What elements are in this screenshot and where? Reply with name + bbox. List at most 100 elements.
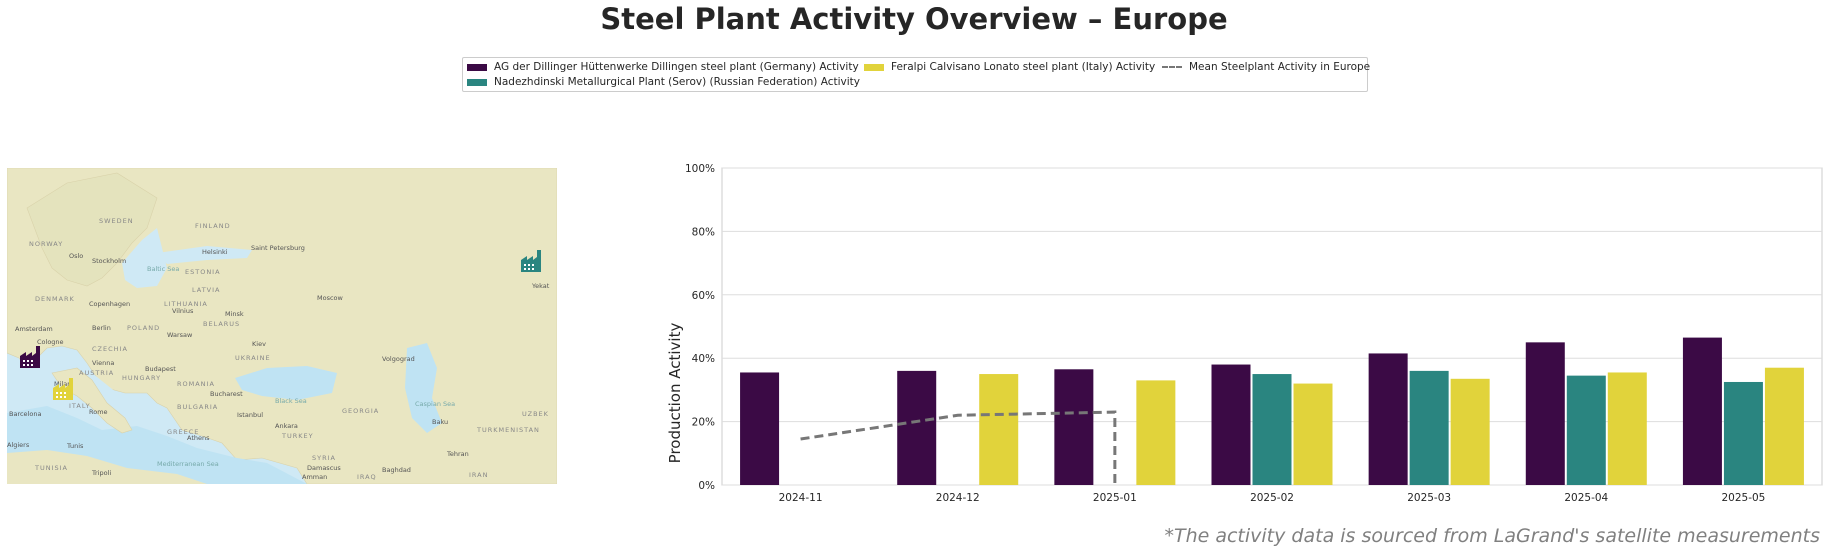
map-label: UZBEK xyxy=(522,410,549,418)
map-label: Caspian Sea xyxy=(415,400,455,408)
x-tick-label: 2025-05 xyxy=(1721,492,1765,504)
bar-2025-02-s0 xyxy=(1211,364,1251,485)
y-tick-label: 0% xyxy=(698,480,715,492)
map-label: TUNISIA xyxy=(34,464,68,472)
map-label: BELARUS xyxy=(203,320,240,328)
y-tick-label: 100% xyxy=(685,163,715,175)
map-label: Athens xyxy=(187,434,210,442)
map-label: DENMARK xyxy=(35,295,75,303)
axis-layer: 0% 20% 40% 60% 80% 100% 2024-11 2024-12 2025-01 2… xyxy=(685,163,1765,504)
factory-icon xyxy=(521,250,541,272)
map-adriatic-sea xyxy=(82,373,135,418)
x-tick-label: 2025-01 xyxy=(1093,492,1137,504)
map-label: LATVIA xyxy=(192,286,221,294)
map-land-north-africa xyxy=(7,450,207,484)
factory-icon xyxy=(20,346,40,368)
map-label: Istanbul xyxy=(237,411,263,419)
map-label: SWEDEN xyxy=(99,217,134,225)
map-label: CZECHIA xyxy=(92,345,128,353)
activity-chart: 0% 20% 40% 60% 80% 100% 2024-11 2024-12 2025-01 2… xyxy=(660,160,1825,509)
map-label: BULGARIA xyxy=(177,403,218,411)
bar-2025-03-s2 xyxy=(1450,378,1490,485)
legend-label-calvisano: Feralpi Calvisano Lonato steel plant (It… xyxy=(891,61,1156,73)
map-label: Rome xyxy=(89,408,108,416)
map-baltic-sea xyxy=(122,228,167,288)
bar-2024-12-s2 xyxy=(979,374,1019,485)
legend-label-mean: Mean Steelplant Activity in Europe xyxy=(1189,61,1371,73)
bar-2025-05-s2 xyxy=(1764,367,1804,485)
map-gulf-of-finland xyxy=(157,246,252,264)
legend-label-dillingen: AG der Dillinger Hüttenwerke Dillingen s… xyxy=(494,61,859,73)
map-label: TURKEY xyxy=(281,432,314,440)
map-label: UKRAINE xyxy=(235,354,271,362)
map-label: GEORGIA xyxy=(342,407,379,415)
x-tick-label: 2025-03 xyxy=(1407,492,1451,504)
legend-line-mean xyxy=(1162,66,1182,68)
bars-layer xyxy=(740,337,1804,485)
legend-swatch-calvisano xyxy=(864,63,884,71)
bar-2025-02-s2 xyxy=(1293,383,1333,485)
map-labels: SWEDEN FINLAND NORWAY Oslo Stockholm Hel… xyxy=(7,217,550,481)
map-label: Moscow xyxy=(317,294,344,302)
bar-2025-03-s1 xyxy=(1409,370,1449,485)
bar-2025-01-s0 xyxy=(1054,369,1094,485)
map-label: Tehran xyxy=(446,450,469,458)
chart-svg: 0% 20% 40% 60% 80% 100% 2024-11 2024-12 2025-01 2… xyxy=(666,163,1823,504)
map-label: Baltic Sea xyxy=(147,265,179,273)
bar-2025-04-s1 xyxy=(1566,375,1606,485)
map-label: Baghdad xyxy=(382,466,411,474)
map-label: NORWAY xyxy=(29,240,63,248)
x-tick-label: 2025-04 xyxy=(1564,492,1608,504)
bar-2024-11-s0 xyxy=(740,372,780,485)
map-label: Baku xyxy=(432,418,448,426)
x-tick-label: 2024-11 xyxy=(779,492,823,504)
map-label: IRAQ xyxy=(357,473,377,481)
chart-title: Steel Plant Activity Overview – Europe xyxy=(600,2,1228,36)
line-layer xyxy=(800,410,1117,485)
bar-2024-12-s0 xyxy=(897,370,937,485)
map-label: Minsk xyxy=(225,310,244,318)
map-label: Stockholm xyxy=(92,257,126,265)
map-label: Saint Petersburg xyxy=(251,244,305,252)
map-label: Tripoli xyxy=(91,469,111,477)
map-label: Yekat xyxy=(531,282,550,290)
map-label: Vilnius xyxy=(172,307,194,315)
footnote: *The activity data is sourced from LaGra… xyxy=(1164,525,1820,547)
legend-item-serov: Nadezhdinski Metallurgical Plant (Serov)… xyxy=(467,76,860,88)
map-label: Ankara xyxy=(275,422,298,430)
x-tick-label: 2024-12 xyxy=(936,492,980,504)
map-label: Cologne xyxy=(37,338,64,346)
bar-2025-05-s1 xyxy=(1723,381,1763,485)
map-label: ROMANIA xyxy=(177,380,215,388)
map-label: SYRIA xyxy=(312,454,336,462)
map-label: Helsinki xyxy=(202,248,228,256)
x-tick-label: 2025-02 xyxy=(1250,492,1294,504)
map-label: ITALY xyxy=(69,402,91,410)
map-label: Mediterranean Sea xyxy=(157,460,219,468)
legend-item-mean: Mean Steelplant Activity in Europe xyxy=(1162,61,1370,73)
map-label: LITHUANIA xyxy=(164,300,208,308)
map-label: FINLAND xyxy=(195,222,231,230)
y-tick-label: 40% xyxy=(692,353,715,365)
legend-swatch-dillingen xyxy=(467,63,487,71)
map-label: Volgograd xyxy=(382,355,415,363)
legend-label-serov: Nadezhdinski Metallurgical Plant (Serov)… xyxy=(494,76,861,88)
map-label: Milan xyxy=(54,380,71,388)
map-land-scandinavia xyxy=(26,172,158,287)
map-label: Kiev xyxy=(252,340,266,348)
y-tick-label: 20% xyxy=(692,417,715,429)
map-label: Damascus xyxy=(307,464,341,472)
map-label: Oslo xyxy=(69,252,83,260)
map-label: Barcelona xyxy=(9,410,41,418)
map-label: Berlin xyxy=(92,324,111,332)
map-label: ESTONIA xyxy=(185,268,221,276)
bar-2025-04-s0 xyxy=(1525,342,1565,485)
map-label: Budapest xyxy=(145,365,176,373)
factory-icon xyxy=(53,378,73,400)
map-label: HUNGARY xyxy=(122,374,161,382)
y-axis-label: Production Activity xyxy=(666,323,684,464)
legend-item-dillingen: AG der Dillinger Hüttenwerke Dillingen s… xyxy=(467,61,859,73)
map-label: Warsaw xyxy=(167,331,193,339)
map-label: Black Sea xyxy=(275,397,307,405)
map-label: TURKMENISTAN xyxy=(476,426,540,434)
